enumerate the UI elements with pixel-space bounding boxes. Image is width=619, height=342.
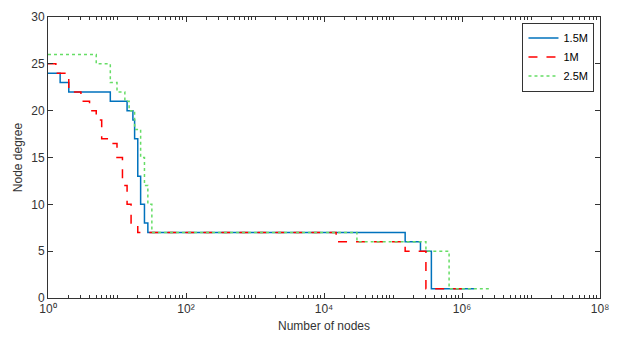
svg-text:10⁰: 10⁰	[39, 302, 56, 316]
svg-text:10: 10	[31, 198, 45, 212]
svg-text:5: 5	[38, 244, 45, 258]
svg-text:Number of nodes: Number of nodes	[278, 319, 370, 333]
svg-text:20: 20	[31, 104, 45, 118]
svg-text:10⁴: 10⁴	[315, 302, 334, 316]
svg-text:0: 0	[38, 291, 45, 305]
svg-text:10²: 10²	[177, 302, 194, 316]
svg-text:1M: 1M	[563, 51, 578, 63]
svg-text:15: 15	[31, 151, 45, 165]
svg-text:30: 30	[31, 10, 45, 24]
svg-text:25: 25	[31, 57, 45, 71]
svg-text:2.5M: 2.5M	[563, 70, 587, 82]
svg-text:Node degree: Node degree	[11, 122, 25, 192]
svg-text:10⁶: 10⁶	[453, 302, 471, 316]
svg-text:10⁸: 10⁸	[591, 302, 609, 316]
svg-text:1.5M: 1.5M	[563, 32, 587, 44]
